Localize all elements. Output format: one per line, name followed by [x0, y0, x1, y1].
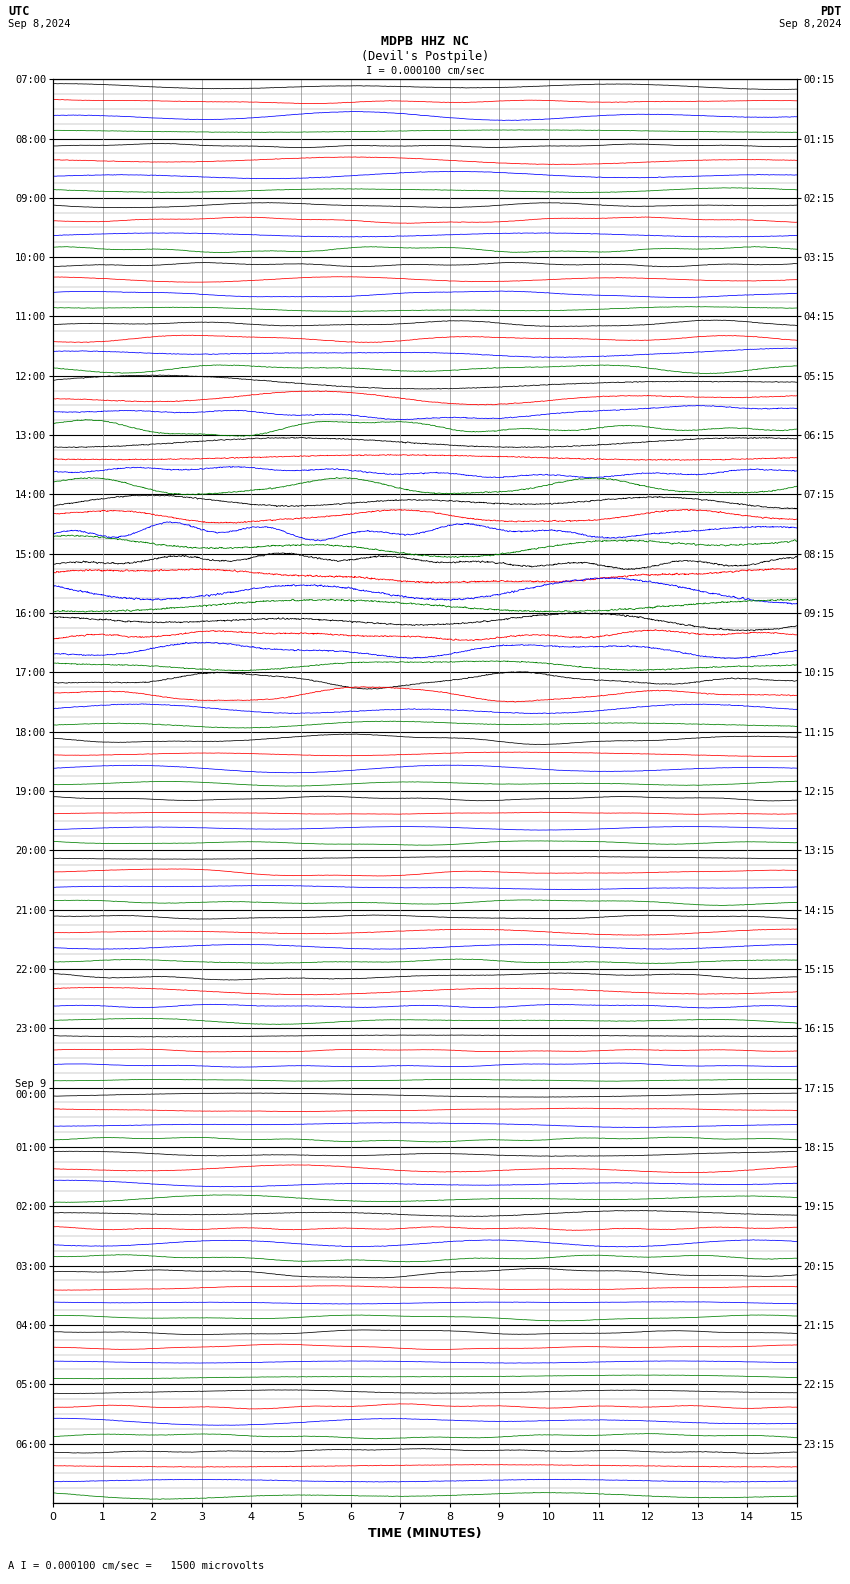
Text: Sep 8,2024: Sep 8,2024 — [779, 19, 842, 29]
Text: (Devil's Postpile): (Devil's Postpile) — [361, 51, 489, 63]
Text: I = 0.000100 cm/sec: I = 0.000100 cm/sec — [366, 67, 484, 76]
Text: A I = 0.000100 cm/sec =   1500 microvolts: A I = 0.000100 cm/sec = 1500 microvolts — [8, 1562, 264, 1571]
Text: UTC: UTC — [8, 5, 30, 17]
X-axis label: TIME (MINUTES): TIME (MINUTES) — [368, 1527, 482, 1541]
Text: PDT: PDT — [820, 5, 842, 17]
Text: MDPB HHZ NC: MDPB HHZ NC — [381, 35, 469, 48]
Text: Sep 8,2024: Sep 8,2024 — [8, 19, 71, 29]
